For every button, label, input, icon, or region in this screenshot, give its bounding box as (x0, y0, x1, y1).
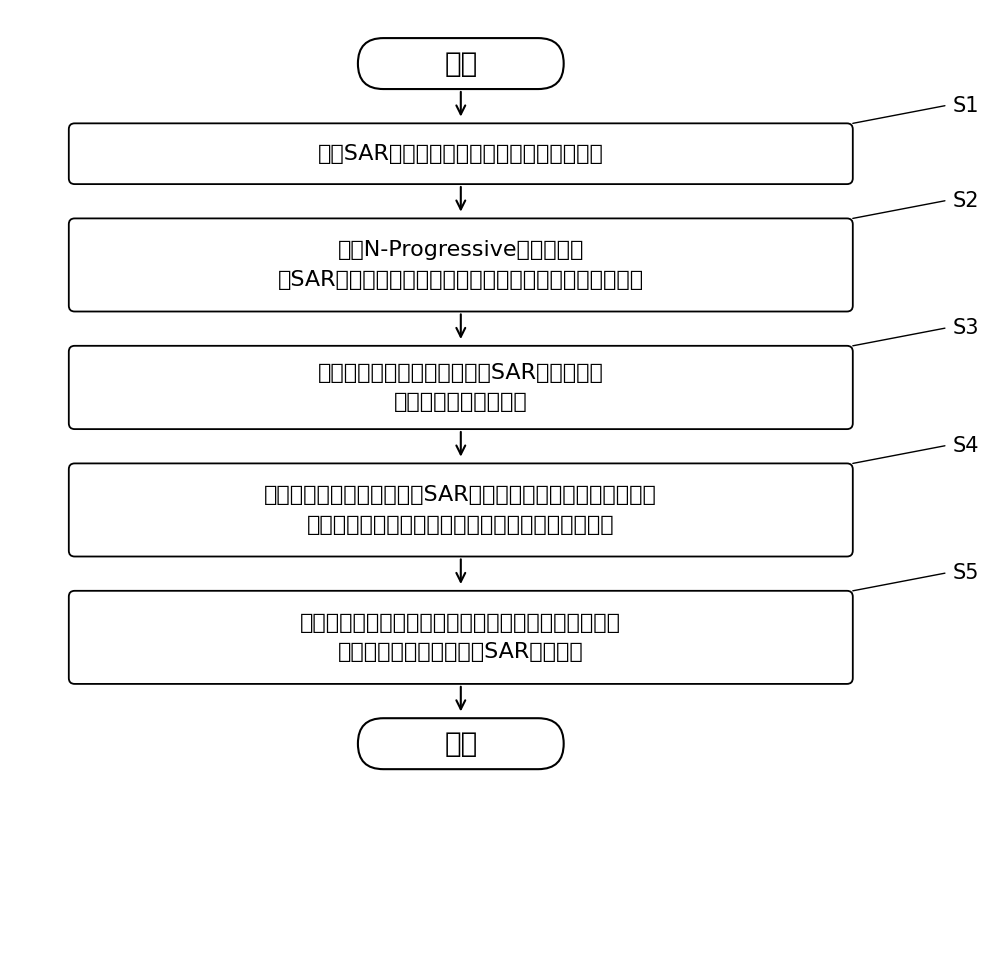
Text: 获取SAR目标图像数据集，并对其进行预处理: 获取SAR目标图像数据集，并对其进行预处理 (318, 144, 604, 163)
Text: S1: S1 (953, 96, 979, 116)
Text: 将任意方位角标签输入到收敛的条件生成对抗网络中，
得到该方位角标签对应的SAR目标图像: 将任意方位角标签输入到收敛的条件生成对抗网络中， 得到该方位角标签对应的SAR目… (300, 612, 621, 662)
Text: S4: S4 (953, 436, 979, 455)
Text: 将方位角标签和预处理后的SAR目标图像输入到条件生成对抗网
络中，对其进行训练，得到收敛的条件生成对抗网络: 将方位角标签和预处理后的SAR目标图像输入到条件生成对抗网 络中，对其进行训练，… (264, 485, 657, 535)
Text: 结束: 结束 (444, 730, 477, 758)
Text: 通过N-Progressive对预处理后
的SAR目标图像的方位角进行编码，获得对应的方位角标签: 通过N-Progressive对预处理后 的SAR目标图像的方位角进行编码，获得… (278, 240, 644, 290)
Text: S3: S3 (953, 318, 979, 338)
FancyBboxPatch shape (358, 38, 564, 89)
FancyBboxPatch shape (69, 463, 853, 557)
FancyBboxPatch shape (69, 124, 853, 184)
Text: 根据方位角标签和预处理后的SAR目标图像，
构建条件生成对抗网络: 根据方位角标签和预处理后的SAR目标图像， 构建条件生成对抗网络 (318, 363, 604, 412)
FancyBboxPatch shape (69, 219, 853, 311)
FancyBboxPatch shape (69, 591, 853, 684)
Text: 开始: 开始 (444, 49, 477, 77)
Text: S5: S5 (953, 563, 979, 583)
Text: S2: S2 (953, 190, 979, 211)
FancyBboxPatch shape (69, 346, 853, 429)
FancyBboxPatch shape (358, 718, 564, 769)
